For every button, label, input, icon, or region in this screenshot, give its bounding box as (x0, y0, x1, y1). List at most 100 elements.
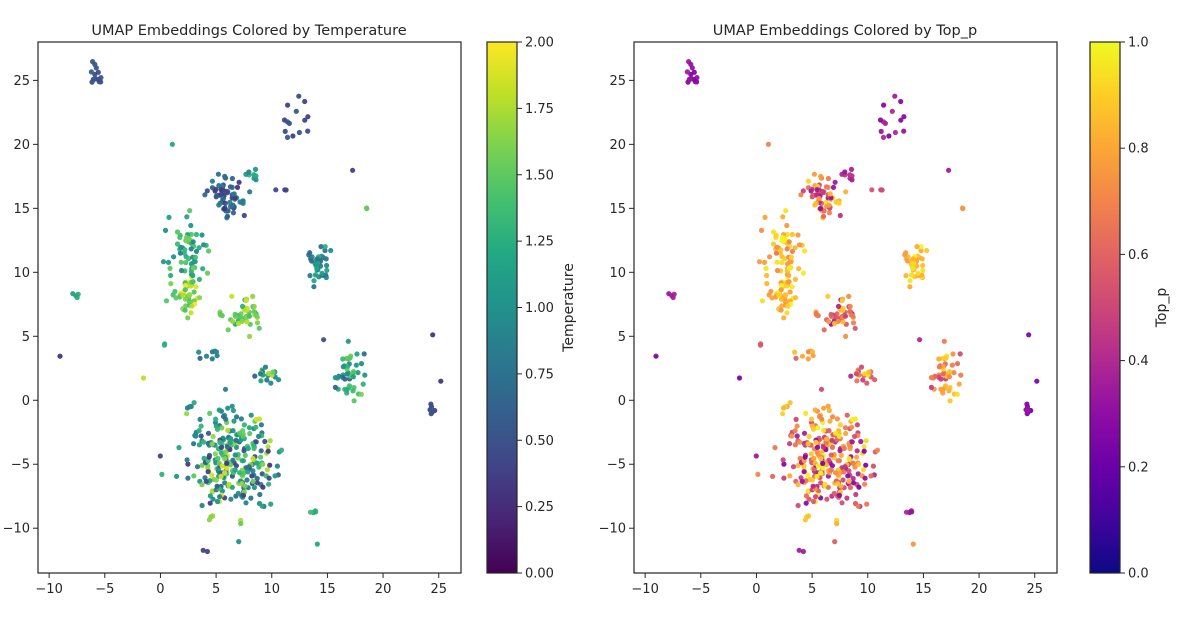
scatter-point (307, 273, 313, 279)
scatter-point (852, 464, 858, 470)
scatter-point (181, 250, 187, 256)
scatter-point (862, 481, 868, 487)
scatter-point (780, 411, 786, 417)
scatter-point (178, 259, 184, 265)
scatter-point (252, 166, 259, 172)
scatter-point (889, 108, 895, 114)
scatter-point (217, 200, 223, 206)
scatter-point (198, 433, 204, 439)
scatter-point (281, 117, 288, 123)
scatter-point (256, 464, 262, 470)
scatter-point (248, 495, 254, 501)
scatter-point (803, 410, 809, 416)
scatter-point (226, 481, 232, 487)
scatter-point (817, 206, 824, 212)
scatter-point (182, 283, 189, 289)
scatter-point (201, 439, 207, 445)
scatter-point (827, 191, 833, 197)
scatter-point (244, 319, 250, 325)
scatter-point (880, 134, 887, 140)
scatter-point (266, 481, 272, 487)
scatter-point (762, 214, 768, 220)
scatter-point (186, 256, 192, 262)
scatter-point (869, 187, 875, 193)
scatter-point (227, 184, 233, 190)
scatter-point (826, 407, 833, 414)
scatter-point (825, 403, 831, 409)
scatter-point (285, 102, 291, 108)
scatter-point (835, 303, 842, 309)
y-tick-label: 20 (609, 138, 626, 153)
scatter-point (184, 411, 190, 417)
scatter-point (796, 266, 802, 272)
scatter-point (221, 206, 228, 212)
scatter-point (309, 258, 315, 264)
scatter-point (691, 69, 697, 75)
scatter-point (789, 284, 795, 290)
y-tick-label: 5 (22, 330, 30, 345)
scatter-point (811, 171, 818, 177)
scatter-point (318, 244, 324, 250)
scatter-point (905, 258, 911, 264)
scatter-point (784, 246, 790, 252)
scatter-point (864, 501, 870, 507)
scatter-point (91, 76, 97, 82)
scatter-point (805, 349, 812, 355)
scatter-point (168, 281, 174, 287)
scatter-point (260, 484, 266, 490)
scatter-point (230, 407, 236, 414)
scatter-point (803, 500, 809, 506)
scatter-point (813, 311, 819, 317)
scatter-point (830, 184, 837, 190)
scatter-point (246, 169, 252, 175)
scatter-point (208, 514, 214, 520)
scatter-point (826, 202, 832, 208)
scatter-point (188, 222, 194, 229)
scatter-point (258, 378, 264, 384)
scatter-point (789, 248, 796, 254)
scatter-point (1026, 332, 1032, 338)
scatter-point (242, 483, 248, 489)
scatter-point (193, 248, 200, 254)
scatter-point (220, 195, 226, 202)
x-tick-label: 5 (212, 582, 220, 597)
scatter-point (849, 439, 855, 445)
scatter-point (736, 375, 743, 381)
scatter-point (917, 337, 923, 343)
scatter-point (806, 496, 812, 502)
scatter-point (928, 375, 935, 381)
scatter-point (345, 338, 351, 344)
scatter-point (820, 444, 826, 450)
scatter-point (169, 141, 175, 147)
x-tick-label: 25 (430, 582, 447, 597)
scatter-point (810, 498, 817, 505)
scatter-point (800, 188, 806, 194)
scatter-point (795, 462, 801, 468)
scatter-point (779, 260, 785, 266)
scatter-point (960, 206, 966, 212)
scatter-point (321, 337, 327, 343)
x-tick-label: 10 (263, 582, 280, 597)
scatter-point (206, 454, 212, 460)
scatter-point (353, 362, 359, 368)
scatter-point (792, 428, 798, 434)
scatter-point (784, 222, 790, 229)
scatter-point (185, 315, 191, 321)
scatter-point (958, 372, 964, 378)
scatter-point (250, 468, 256, 474)
scatter-point (224, 213, 231, 219)
scatter-point (836, 200, 842, 206)
scatter-point (777, 250, 784, 256)
scatter-point (163, 298, 170, 304)
scatter-point (786, 265, 792, 271)
scatter-point (251, 303, 257, 310)
scatter-point (844, 495, 850, 501)
scatter-point (850, 313, 856, 319)
scatter-point (198, 423, 204, 429)
scatter-point (262, 438, 268, 445)
scatter-point (814, 444, 821, 450)
scatter-point (787, 441, 793, 447)
scatter-point (818, 470, 824, 476)
scatter-point (296, 129, 302, 136)
scatter-point (872, 377, 878, 383)
